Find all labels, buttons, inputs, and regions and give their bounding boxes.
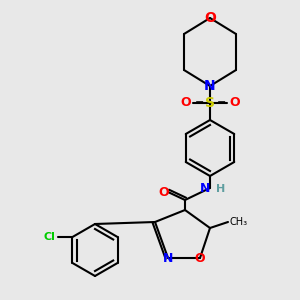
Text: H: H: [216, 184, 225, 194]
Text: N: N: [163, 251, 173, 265]
Text: =: =: [194, 98, 204, 108]
Text: O: O: [159, 185, 169, 199]
Text: Cl: Cl: [44, 232, 56, 242]
Text: O: O: [195, 253, 205, 266]
Text: CH₃: CH₃: [229, 217, 247, 227]
Text: O: O: [229, 97, 240, 110]
Text: =: =: [216, 98, 226, 108]
Text: O: O: [204, 11, 216, 25]
Text: S: S: [205, 96, 215, 110]
Text: O: O: [180, 97, 191, 110]
Text: N: N: [200, 182, 210, 194]
Text: N: N: [204, 79, 216, 93]
